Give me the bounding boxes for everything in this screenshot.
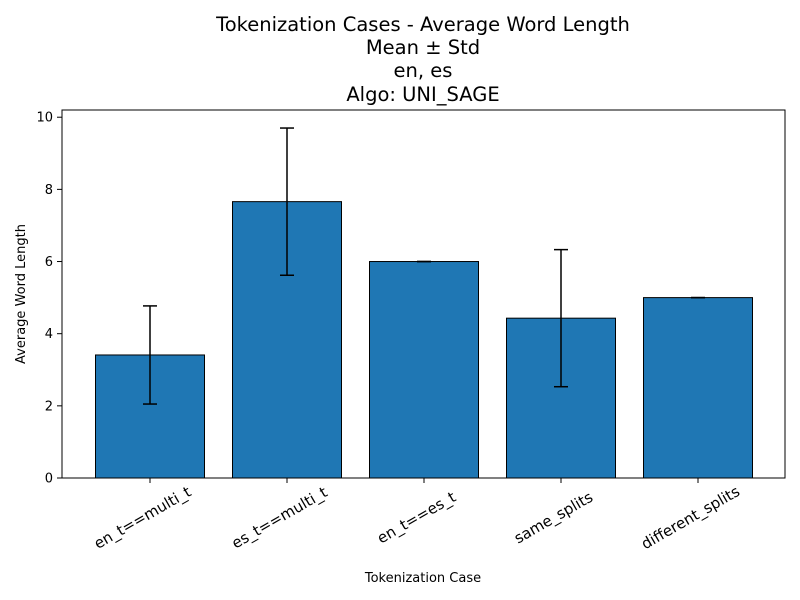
- x-axis-label: Tokenization Case: [364, 571, 481, 586]
- y-tick-label: 10: [36, 111, 53, 126]
- bars: [95, 201, 753, 479]
- bar: [643, 297, 753, 479]
- plot-area-frame: [61, 109, 786, 479]
- y-tick-label: 6: [45, 255, 53, 270]
- chart-algo-line: Algo: UNI_SAGE: [346, 83, 499, 106]
- y-axis: 0 2 4 6 8 10: [36, 111, 62, 487]
- y-tick-label: 0: [45, 472, 53, 487]
- x-tick-label: different_splits: [638, 482, 743, 554]
- chart-title-line: Tokenization Cases - Average Word Length: [215, 13, 630, 36]
- y-tick-label: 8: [45, 183, 53, 198]
- x-axis: en_t==multi_t es_t==multi_t en_t==es_t same…: [91, 478, 744, 554]
- x-tick-label: en_t==es_t: [374, 488, 460, 548]
- x-tick-label: es_t==multi_t: [229, 483, 332, 553]
- x-tick-label: same_splits: [511, 488, 597, 548]
- y-tick-label: 2: [45, 399, 53, 414]
- chart-subtitle-line: Mean ± Std: [366, 36, 480, 59]
- x-tick-label: en_t==multi_t: [91, 483, 195, 554]
- chart-languages-line: en, es: [394, 59, 453, 82]
- y-tick-label: 4: [45, 327, 53, 342]
- y-axis-label: Average Word Length: [14, 224, 29, 364]
- chart-title: Tokenization Cases - Average Word Length…: [215, 13, 630, 106]
- bar: [369, 261, 479, 479]
- error-bars: [143, 127, 705, 405]
